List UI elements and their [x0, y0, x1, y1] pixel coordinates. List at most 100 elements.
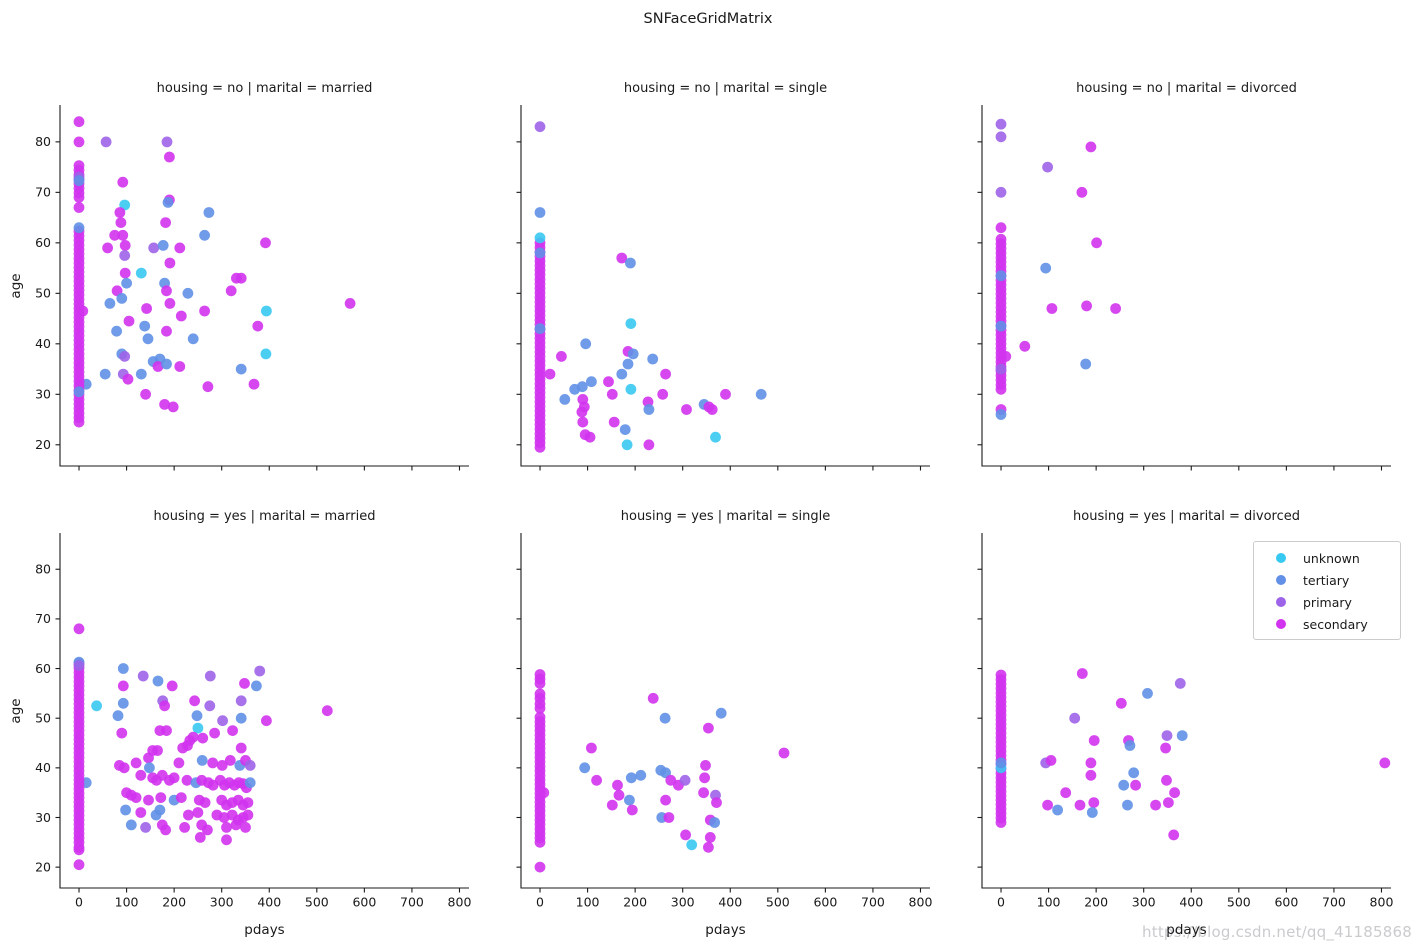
- data-point: [700, 760, 711, 771]
- y-tick-label: 40: [35, 336, 51, 351]
- axis-spines: [59, 533, 469, 889]
- data-point: [1122, 799, 1133, 811]
- data-point: [148, 242, 160, 254]
- x-tick-label: 600: [813, 895, 837, 910]
- data-point: [680, 829, 691, 841]
- data-point: [166, 680, 178, 692]
- data-point: [710, 431, 721, 443]
- data-point: [161, 285, 172, 297]
- data-point: [1045, 755, 1057, 766]
- data-point: [159, 700, 170, 712]
- data-point: [1160, 742, 1171, 754]
- data-point: [189, 695, 201, 707]
- data-point: [160, 217, 171, 228]
- data-point: [91, 700, 102, 712]
- data-point: [224, 755, 236, 766]
- data-point: [1046, 303, 1058, 314]
- data-point: [179, 822, 190, 833]
- data-point: [657, 388, 669, 400]
- data-point: [1091, 237, 1102, 249]
- data-point: [606, 799, 618, 811]
- data-point: [625, 383, 637, 395]
- data-point: [261, 305, 272, 317]
- data-point: [1076, 186, 1088, 198]
- data-point: [99, 368, 111, 380]
- data-point: [608, 416, 620, 428]
- data-point: [161, 325, 172, 337]
- data-point: [102, 242, 113, 254]
- data-point: [1150, 799, 1161, 811]
- x-tick-label: 700: [1322, 895, 1346, 910]
- data-point-zero-column: [995, 320, 1007, 332]
- x-tick-label: 0: [75, 895, 83, 910]
- data-point: [199, 229, 211, 241]
- data-point: [161, 725, 172, 736]
- data-point: [199, 305, 211, 317]
- data-point-zero-column: [73, 660, 85, 671]
- data-point: [647, 353, 659, 365]
- data-point: [194, 832, 206, 843]
- x-tick-label: 500: [1227, 895, 1251, 910]
- data-point: [1074, 799, 1086, 811]
- data-point: [1081, 300, 1092, 312]
- data-point: [139, 320, 151, 332]
- data-point: [252, 320, 264, 332]
- data-point: [1085, 769, 1097, 781]
- y-axis-label-bottom-row: age: [8, 697, 24, 724]
- data-point: [140, 822, 151, 833]
- data-point: [118, 762, 130, 774]
- x-tick-label: 500: [305, 895, 329, 910]
- x-tick-label: 100: [576, 895, 600, 910]
- data-point: [125, 819, 137, 831]
- data-point: [181, 774, 193, 786]
- data-point: [239, 678, 250, 689]
- data-point: [161, 136, 173, 148]
- data-point: [109, 229, 121, 241]
- data-point: [161, 358, 172, 370]
- data-point: [196, 755, 208, 766]
- data-point: [586, 376, 597, 388]
- data-point: [686, 839, 698, 851]
- data-point: [625, 257, 636, 269]
- data-point: [579, 762, 591, 774]
- data-point-zero-column: [995, 409, 1007, 420]
- data-point: [192, 807, 204, 818]
- data-point: [117, 697, 129, 709]
- data-point: [627, 348, 639, 360]
- data-point: [1142, 688, 1153, 699]
- data-point: [209, 727, 221, 739]
- data-point: [625, 318, 637, 329]
- y-tick-label: 20: [35, 859, 51, 874]
- data-point: [162, 197, 174, 208]
- y-tick-label: 70: [35, 611, 51, 626]
- legend: unknown tertiary primary secondary: [1253, 541, 1401, 640]
- data-point-zero-column: [995, 669, 1007, 681]
- data-point: [104, 298, 116, 309]
- data-point: [643, 439, 655, 451]
- data-point: [622, 358, 634, 370]
- data-point: [1069, 712, 1081, 724]
- data-point: [660, 368, 671, 380]
- y-tick-label: 30: [35, 387, 51, 402]
- data-point: [120, 804, 131, 816]
- data-point: [1124, 740, 1136, 751]
- data-point-zero-column: [995, 222, 1007, 234]
- y-tick-label: 50: [35, 286, 51, 301]
- subplot-title-no-married: housing = no | marital = married: [156, 81, 373, 96]
- data-point: [116, 293, 128, 304]
- data-point: [121, 277, 132, 289]
- x-axis-label-col1: pdays: [244, 922, 285, 938]
- data-point: [1115, 697, 1127, 709]
- data-point: [111, 325, 122, 337]
- data-point: [1110, 303, 1121, 314]
- data-point-zero-column: [995, 118, 1007, 130]
- data-point: [119, 240, 131, 251]
- subplot-canvas-no-married: 20 30 40 50 60 70 80: [35, 105, 469, 471]
- data-point: [1128, 767, 1140, 779]
- data-point: [191, 710, 203, 722]
- data-point: [123, 315, 135, 327]
- data-point: [254, 665, 266, 677]
- y-tick-label: 30: [35, 810, 51, 825]
- data-point: [681, 404, 692, 415]
- x-tick-label: 200: [162, 895, 186, 910]
